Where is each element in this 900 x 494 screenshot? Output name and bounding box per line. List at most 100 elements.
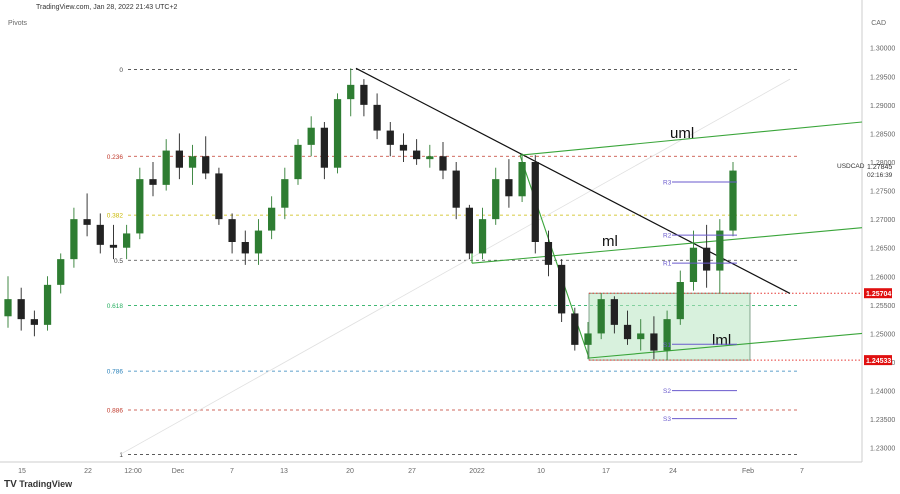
candle	[109, 224, 118, 260]
candle	[413, 139, 421, 165]
candle-body	[505, 179, 513, 197]
footer-brand-text: TradingView	[19, 479, 73, 489]
xtick-label: 7	[800, 468, 804, 475]
fib-level-label: 0.382	[107, 213, 124, 220]
candle	[544, 230, 553, 277]
candle	[571, 307, 579, 351]
xtick-label: 24	[669, 468, 677, 475]
candle	[360, 79, 368, 117]
xtick-label: 15	[18, 468, 26, 475]
candle-body	[43, 284, 52, 325]
candle	[320, 122, 328, 180]
candle-body	[17, 299, 25, 320]
candle-body	[360, 84, 368, 105]
candle-body	[492, 179, 500, 220]
candle	[716, 219, 724, 294]
candle-body	[268, 207, 276, 231]
candle-body	[571, 313, 579, 345]
candle-body	[57, 259, 65, 285]
ytick-label: 1.28500	[870, 131, 895, 138]
candle	[663, 310, 671, 361]
candle-body	[452, 170, 460, 208]
candle-body	[30, 319, 38, 325]
candle	[188, 144, 197, 185]
pitchfork-median-line	[471, 227, 863, 264]
candle	[650, 316, 658, 360]
annotation-uml: uml	[670, 125, 694, 142]
candle-body	[162, 150, 170, 185]
candle-body	[663, 319, 671, 351]
candle-body	[70, 219, 78, 260]
candle-body	[716, 230, 724, 271]
fib-level-label: 0.786	[107, 369, 124, 376]
xtick-label: 17	[602, 468, 610, 475]
ytick-label: 1.29000	[870, 103, 895, 110]
candle-body	[584, 333, 592, 345]
candle-body	[241, 242, 249, 254]
candle	[386, 122, 394, 157]
ytick-label: 1.24000	[870, 389, 895, 396]
candle	[17, 287, 25, 331]
ytick-label: 1.30000	[870, 46, 895, 53]
candle	[254, 219, 263, 265]
candle	[228, 213, 236, 254]
price-label-text: 1.25704	[866, 291, 891, 298]
footer-brand[interactable]: TV TradingView	[4, 479, 72, 490]
candle	[347, 68, 355, 117]
candle-body	[623, 324, 632, 340]
candle-body	[478, 219, 487, 254]
fib-level-label: 0.5	[114, 258, 123, 265]
candle-body	[703, 247, 711, 271]
candle	[136, 167, 144, 240]
candle	[281, 167, 289, 220]
last-price-label: 1.27845	[867, 164, 892, 171]
candle-body	[465, 207, 473, 254]
price-label-bg	[864, 355, 892, 366]
candle-body	[320, 127, 328, 168]
price-axis: 1.30000 1.29500 1.29000 1.28500 1.28000 1.275…	[870, 46, 895, 453]
candle-body	[215, 173, 223, 220]
indicator-label[interactable]: Pivots	[8, 20, 28, 27]
candle-body	[109, 244, 118, 248]
candle-body	[83, 219, 91, 225]
candle	[492, 167, 500, 225]
candle-body	[386, 130, 394, 145]
candle	[149, 162, 157, 197]
pivot-label: R1	[663, 261, 672, 268]
xtick-label: Dec	[172, 468, 185, 475]
candle	[689, 230, 698, 291]
annotation-lml: lml	[712, 332, 731, 349]
candle	[531, 155, 539, 254]
candle	[399, 133, 408, 162]
candle-body	[281, 179, 289, 208]
candle-body	[202, 156, 210, 174]
candle	[597, 293, 605, 340]
candle-body	[188, 156, 197, 168]
candle	[610, 296, 618, 334]
xtick-label: 22	[84, 468, 92, 475]
candle	[703, 224, 711, 288]
ytick-label: 1.28000	[870, 160, 895, 167]
candle	[83, 193, 91, 237]
candle	[505, 159, 513, 208]
candle	[307, 116, 315, 157]
candle	[518, 153, 526, 202]
fib-level-label: 0.236	[107, 154, 124, 161]
candle	[465, 204, 473, 260]
ytick-label: 1.23000	[870, 446, 895, 453]
candle	[623, 310, 632, 345]
candle	[96, 213, 104, 254]
candle	[241, 230, 249, 265]
candle-body	[136, 179, 144, 234]
candle	[175, 133, 183, 180]
candle	[123, 224, 131, 260]
candle-body	[426, 156, 434, 160]
candle	[676, 270, 684, 325]
xtick-label: 2022	[469, 468, 485, 475]
pivot-label: R3	[663, 180, 672, 187]
fib-level-label: 0	[119, 67, 123, 74]
price-label-text: 1.24533	[866, 358, 891, 365]
candle-body	[254, 230, 263, 254]
